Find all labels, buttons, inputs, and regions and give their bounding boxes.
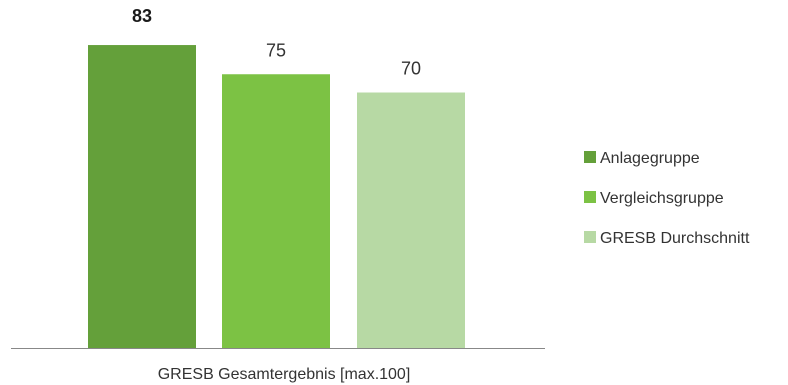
data-label-anlagegruppe: 83 bbox=[132, 6, 152, 26]
legend: Anlagegruppe Vergleichsgruppe GRESB Durchs… bbox=[584, 150, 750, 247]
legend-label-anlagegruppe: Anlagegruppe bbox=[600, 150, 700, 167]
legend-swatch-anlagegruppe bbox=[584, 151, 596, 163]
bar-vergleichsgruppe bbox=[222, 74, 330, 348]
bar-anlagegruppe bbox=[88, 45, 196, 349]
data-labels-group: 83 75 70 bbox=[132, 6, 421, 78]
legend-swatch-vergleichsgruppe bbox=[584, 191, 596, 203]
data-label-vergleichsgruppe: 75 bbox=[266, 40, 286, 60]
x-axis-label: GRESB Gesamtergebnis [max.100] bbox=[158, 366, 411, 383]
data-label-gresb-durchschnitt: 70 bbox=[401, 59, 421, 79]
bar-gresb-durchschnitt bbox=[357, 92, 465, 348]
legend-swatch-gresb-durchschnitt bbox=[584, 231, 596, 243]
legend-label-vergleichsgruppe: Vergleichsgruppe bbox=[600, 190, 724, 207]
legend-label-gresb-durchschnitt: GRESB Durchschnitt bbox=[600, 230, 750, 247]
bars-group bbox=[88, 45, 465, 349]
